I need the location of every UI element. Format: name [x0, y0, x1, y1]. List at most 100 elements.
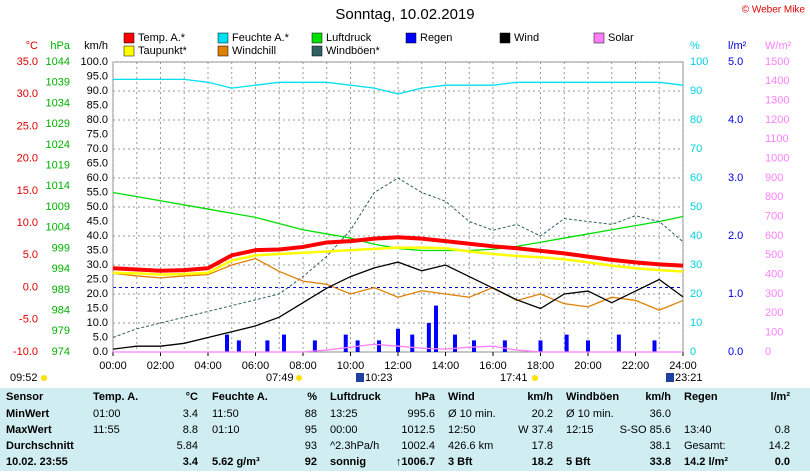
- y-tick-label: 40.0: [87, 230, 108, 242]
- table-cell: 01:00: [93, 408, 121, 420]
- legend-swatch: [217, 45, 229, 57]
- x-tick-label: 14:00: [432, 360, 460, 372]
- table-cell: 14.2 l/m²: [684, 456, 729, 468]
- table-row: Sensor Temp. A. °C Feuchte A.% Luftdruck hPa W…: [0, 389, 810, 407]
- y-tick-label: 989: [52, 284, 70, 296]
- y-tick-label: 15.0: [17, 185, 38, 197]
- y-tick-label: 0.0: [93, 346, 108, 358]
- annotation: 17:41: [500, 372, 528, 384]
- legend-swatch: [217, 32, 229, 44]
- series-line: [113, 78, 684, 95]
- table-cell: 3.4: [182, 456, 198, 468]
- y-tick-label: 994: [52, 263, 70, 275]
- y-tick-label: 20: [690, 288, 702, 300]
- y-tick-label: -10.0: [13, 346, 38, 358]
- table-cell: 3 Bft: [448, 456, 473, 468]
- table-cell: %: [307, 391, 317, 403]
- y-tick-label: 5.0: [23, 249, 38, 261]
- table-cell: Wind: [448, 391, 475, 403]
- axis-unit: W/m²: [765, 40, 792, 52]
- y-tick-label: 100: [690, 56, 708, 68]
- table-cell: sonnig: [330, 456, 367, 468]
- y-tick-label: 15.0: [87, 302, 108, 314]
- table-cell: 88: [304, 408, 317, 420]
- y-tick-label: 75.0: [87, 128, 108, 140]
- x-tick-label: 10:00: [337, 360, 365, 372]
- legend-label: Taupunkt*: [138, 45, 188, 57]
- table-cell: 36.0: [649, 408, 671, 420]
- y-tick-label: 10: [690, 317, 702, 329]
- series-line: [112, 246, 684, 276]
- y-tick-label: 400: [765, 269, 783, 281]
- chart-title: Sonntag, 10.02.2019: [335, 6, 474, 23]
- table-cell: 11:50: [212, 408, 239, 420]
- y-tick-label: 800: [765, 191, 783, 203]
- table-cell: MinWert: [6, 408, 50, 420]
- y-tick-label: 70.0: [87, 143, 108, 155]
- y-tick-label: 5.0: [93, 331, 108, 343]
- legend-swatch: [123, 45, 135, 57]
- legend-label: Luftdruck: [326, 32, 372, 44]
- rain-bar: [586, 340, 590, 352]
- y-tick-label: 30.0: [17, 88, 38, 100]
- y-tick-label: 35.0: [17, 56, 38, 68]
- axis-unit: l/m²: [728, 40, 747, 52]
- y-tick-label: -5.0: [19, 314, 38, 326]
- legend-label: Regen: [420, 32, 452, 44]
- rain-bar: [472, 340, 476, 352]
- x-tick-label: 24:00: [669, 360, 697, 372]
- y-tick-label: 999: [52, 242, 70, 254]
- y-tick-label: 80: [690, 114, 702, 126]
- y-tick-label: 900: [765, 172, 783, 184]
- x-tick-label: 12:00: [384, 360, 412, 372]
- y-tick-label: 45.0: [87, 215, 108, 227]
- y-tick-label: 1019: [46, 159, 70, 171]
- table-cell: Windböen: [566, 391, 620, 403]
- table-row: MaxWert 11:55 8.8 01:10 95 00:00 1012.5 12:50 W …: [0, 422, 810, 440]
- table-cell: MaxWert: [6, 424, 52, 436]
- y-tick-label: 95.0: [87, 70, 108, 82]
- annotation: 23:21: [675, 372, 703, 384]
- y-tick-label: 50: [690, 201, 702, 213]
- y-tick-label: 1014: [46, 180, 70, 192]
- rain-bar: [396, 328, 400, 352]
- series-line: [112, 261, 684, 350]
- y-tick-label: 0.0: [728, 346, 743, 358]
- y-tick-label: 1.0: [728, 288, 743, 300]
- y-tick-label: 1039: [46, 77, 70, 89]
- table-cell: 10.02. 23:55: [6, 456, 68, 468]
- legend-swatch: [311, 45, 323, 57]
- y-tick-label: 500: [765, 249, 783, 261]
- table-cell: 38.1: [649, 440, 671, 452]
- table-cell: 0.8: [774, 424, 790, 436]
- y-tick-label: 0.0: [23, 281, 38, 293]
- legend-swatch: [405, 32, 417, 44]
- table-cell: 95: [304, 424, 317, 436]
- rain-bar: [282, 334, 286, 352]
- table-cell: 93: [304, 440, 317, 452]
- table-cell: Durchschnitt: [6, 440, 74, 452]
- rain-bar: [434, 305, 438, 352]
- axis-unit: hPa: [50, 40, 70, 52]
- table-cell: 33.8: [649, 456, 671, 468]
- rain-bar: [564, 334, 569, 352]
- table-cell: Luftdruck: [330, 391, 381, 403]
- table-cell: 8.8: [182, 424, 198, 436]
- y-tick-label: 55.0: [87, 186, 108, 198]
- table-cell: 12:15: [566, 424, 594, 436]
- table-cell: Gesamt:: [684, 440, 726, 452]
- x-tick-label: 18:00: [527, 360, 555, 372]
- y-tick-label: 3.0: [728, 172, 743, 184]
- y-tick-label: 1500: [765, 56, 789, 68]
- y-tick-label: 35.0: [87, 244, 108, 256]
- table-cell: 995.6: [407, 408, 435, 420]
- sun-icon: [41, 375, 47, 381]
- y-tick-label: 30: [690, 259, 702, 271]
- sun-icon: [296, 375, 302, 381]
- y-tick-label: 0: [690, 346, 696, 358]
- x-tick-label: 02:00: [147, 360, 175, 372]
- table-cell: W 37.4: [518, 424, 553, 436]
- table-cell: 5.62 g/m³: [212, 456, 260, 468]
- y-tick-label: 70: [690, 143, 702, 155]
- x-tick-label: 06:00: [242, 360, 270, 372]
